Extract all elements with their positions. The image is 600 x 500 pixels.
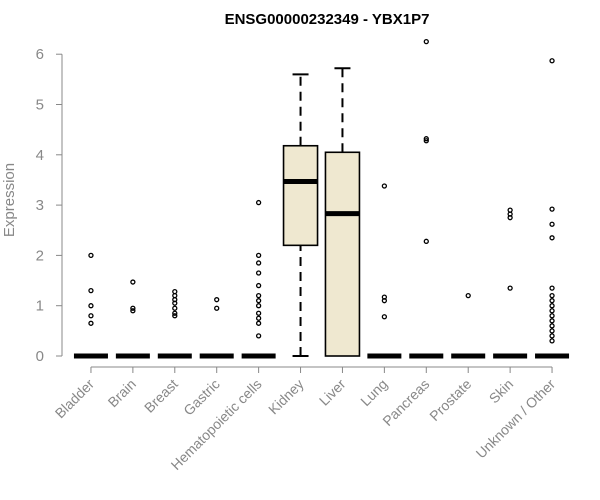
outlier-point bbox=[549, 285, 555, 291]
outlier-point bbox=[549, 221, 555, 227]
outlier-point bbox=[88, 252, 94, 259]
box-unknown-other bbox=[535, 58, 570, 359]
x-tick-label: Lung bbox=[357, 376, 390, 409]
outlier-point bbox=[507, 207, 513, 213]
outlier-point bbox=[172, 310, 178, 316]
outlier-point bbox=[549, 338, 555, 344]
box-hematopoietic-cells bbox=[241, 199, 276, 359]
outlier-point bbox=[172, 288, 178, 295]
x-tick-label: Pancreas bbox=[379, 376, 432, 429]
outlier-point bbox=[255, 303, 262, 309]
y-axis-label: Expression bbox=[1, 163, 18, 237]
outlier-point bbox=[465, 292, 471, 299]
box-prostate bbox=[451, 292, 486, 359]
outlier-point bbox=[549, 235, 555, 241]
outlier-point bbox=[255, 298, 262, 304]
x-tick-label: Kidney bbox=[265, 376, 307, 418]
x-tick-label: Brain bbox=[105, 376, 139, 410]
outlier-point bbox=[255, 320, 262, 326]
outlier-point bbox=[214, 305, 220, 311]
outlier-point bbox=[381, 314, 388, 320]
outlier-point bbox=[549, 323, 555, 329]
outlier-point bbox=[381, 183, 388, 189]
box-kidney bbox=[282, 73, 319, 357]
outlier-point bbox=[549, 328, 555, 334]
outlier-point bbox=[549, 308, 555, 314]
outlier-point bbox=[255, 260, 262, 266]
outlier-point bbox=[88, 320, 94, 326]
outlier-point bbox=[88, 303, 94, 309]
y-tick-label: 2 bbox=[36, 247, 44, 264]
box-skin bbox=[493, 207, 528, 359]
box-lung bbox=[367, 183, 402, 359]
outlier-point bbox=[423, 136, 429, 142]
outlier-point bbox=[423, 138, 429, 144]
outlier-point bbox=[130, 308, 136, 314]
outlier-point bbox=[549, 298, 555, 304]
y-axis: 0 1 2 3 4 5 6 bbox=[36, 46, 63, 365]
outlier-point bbox=[88, 313, 94, 319]
x-tick-label: Breast bbox=[141, 376, 181, 416]
box-iqr bbox=[282, 144, 319, 247]
outlier-point bbox=[130, 305, 136, 311]
outlier-point bbox=[423, 38, 429, 45]
outlier-point bbox=[549, 303, 555, 309]
outlier-point bbox=[549, 313, 555, 319]
outlier-point bbox=[423, 238, 429, 244]
outlier-point bbox=[549, 58, 555, 64]
box-pancreas bbox=[409, 38, 444, 359]
x-tick-label: Liver bbox=[316, 376, 349, 409]
outlier-point bbox=[255, 270, 262, 276]
outlier-point bbox=[507, 285, 513, 291]
outlier-point bbox=[255, 199, 262, 206]
x-tick-label: Prostate bbox=[426, 376, 474, 424]
plot-area bbox=[73, 38, 570, 359]
outlier-point bbox=[549, 333, 555, 339]
x-tick-label: Skin bbox=[486, 376, 517, 407]
box-liver bbox=[324, 67, 361, 357]
y-tick-label: 6 bbox=[36, 46, 44, 63]
outlier-point bbox=[172, 305, 178, 311]
y-tick-label: 5 bbox=[36, 97, 44, 114]
outlier-point bbox=[214, 297, 220, 303]
outlier-point bbox=[381, 294, 388, 300]
outlier-point bbox=[549, 206, 555, 212]
outlier-point bbox=[549, 292, 555, 299]
box-gastric bbox=[199, 297, 234, 359]
y-tick-label: 3 bbox=[36, 197, 44, 214]
y-tick-label: 0 bbox=[36, 348, 44, 365]
outlier-point bbox=[255, 333, 262, 339]
x-tick-label: Bladder bbox=[52, 376, 98, 422]
outlier-point bbox=[255, 315, 262, 321]
chart-title: ENSG00000232349 - YBX1P7 bbox=[225, 11, 430, 28]
outlier-point bbox=[255, 292, 262, 299]
outlier-point bbox=[255, 252, 262, 259]
outlier-point bbox=[172, 313, 178, 319]
box-breast bbox=[157, 288, 192, 359]
outlier-point bbox=[549, 318, 555, 324]
x-tick-label: Unknown / Other bbox=[473, 376, 559, 462]
box-iqr bbox=[324, 151, 361, 357]
outlier-point bbox=[88, 287, 94, 294]
outlier-point bbox=[130, 279, 136, 285]
y-tick-label: 4 bbox=[36, 147, 44, 164]
outlier-point bbox=[255, 310, 262, 316]
y-tick-label: 1 bbox=[36, 298, 44, 315]
box-brain bbox=[115, 279, 150, 359]
outlier-point bbox=[255, 282, 262, 289]
box-bladder bbox=[73, 252, 108, 359]
